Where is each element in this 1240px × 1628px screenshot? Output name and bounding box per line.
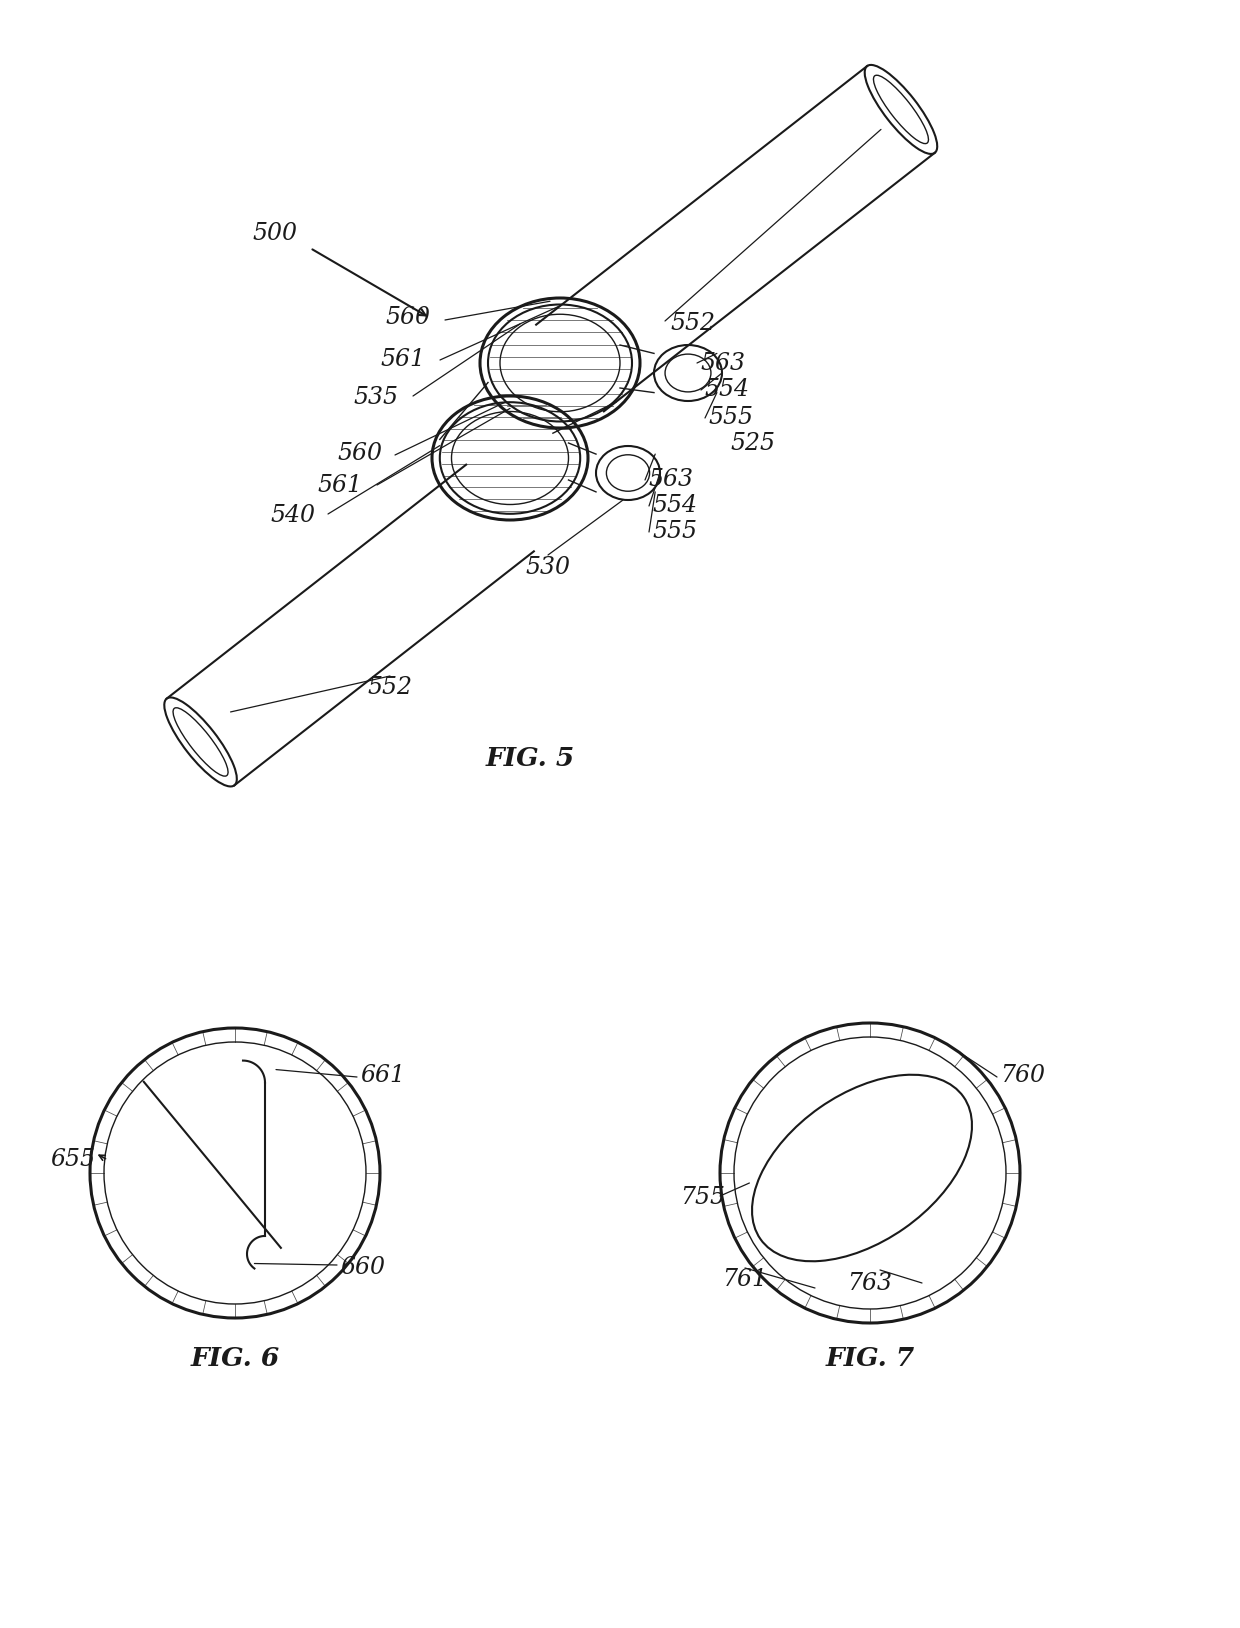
Text: 761: 761 — [723, 1268, 768, 1291]
Text: 554: 554 — [704, 378, 749, 402]
Text: 760: 760 — [999, 1063, 1045, 1086]
Text: 552: 552 — [367, 677, 413, 700]
Text: 555: 555 — [652, 521, 697, 544]
Text: 540: 540 — [270, 505, 315, 527]
Text: 763: 763 — [847, 1271, 893, 1294]
Text: FIG. 7: FIG. 7 — [826, 1345, 915, 1371]
Text: 561: 561 — [317, 474, 362, 497]
Text: 561: 561 — [379, 348, 425, 371]
Text: 661: 661 — [360, 1063, 405, 1086]
Text: 563: 563 — [649, 469, 693, 492]
Text: 535: 535 — [353, 386, 398, 410]
Text: 560: 560 — [384, 306, 430, 329]
Text: 563: 563 — [701, 352, 745, 374]
Text: FIG. 6: FIG. 6 — [191, 1345, 280, 1371]
Text: 554: 554 — [652, 495, 697, 518]
Text: 655: 655 — [50, 1148, 95, 1172]
Text: 530: 530 — [526, 557, 570, 580]
Text: 555: 555 — [708, 407, 753, 430]
Text: 560: 560 — [337, 441, 382, 464]
Text: 552: 552 — [670, 311, 715, 334]
Text: 755: 755 — [680, 1187, 725, 1210]
Text: 660: 660 — [340, 1257, 384, 1280]
Text: 525: 525 — [730, 431, 775, 454]
Text: 500: 500 — [253, 221, 298, 244]
Text: FIG. 5: FIG. 5 — [485, 746, 574, 770]
